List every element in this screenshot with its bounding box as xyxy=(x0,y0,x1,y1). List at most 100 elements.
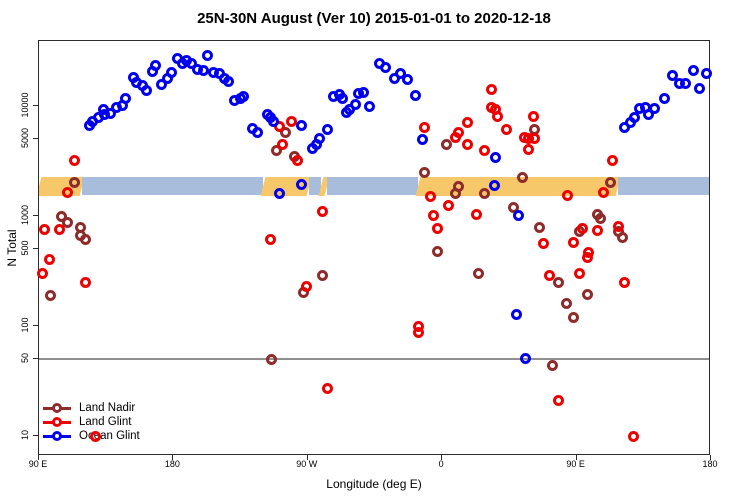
data-point-land-nadir xyxy=(547,359,559,371)
y-axis-label: N Total xyxy=(5,229,19,267)
data-point-ocean-glint xyxy=(336,93,348,105)
data-point-ocean-glint xyxy=(149,60,161,72)
data-point-land-glint xyxy=(54,223,66,235)
legend-label: Land Nadir xyxy=(79,402,136,414)
data-point-ocean-glint xyxy=(120,92,132,104)
legend: Land Nadir Land Glint Ocean Glint xyxy=(43,401,140,443)
data-point-ocean-glint xyxy=(197,65,209,77)
data-point-ocean-glint xyxy=(680,78,692,90)
x-tick-label: 90 E xyxy=(28,459,48,469)
data-point-land-glint xyxy=(39,224,51,236)
data-point-land-glint xyxy=(618,276,630,288)
y-tick-label: 5000 xyxy=(20,128,30,149)
data-point-ocean-glint xyxy=(141,84,153,96)
data-point-land-glint xyxy=(462,116,474,128)
data-point-land-glint xyxy=(300,280,312,292)
y-tick-label: 50 xyxy=(20,353,30,364)
reference-line-50 xyxy=(39,358,709,361)
data-point-land-glint xyxy=(321,383,333,395)
y-tick-mark xyxy=(33,138,38,140)
data-point-land-glint xyxy=(79,276,91,288)
data-point-land-nadir xyxy=(605,177,617,189)
data-point-ocean-glint xyxy=(251,126,263,138)
data-point-land-glint xyxy=(424,191,436,203)
y-tick-mark xyxy=(33,435,38,436)
y-tick-label: 1000 xyxy=(20,204,30,226)
data-point-land-glint xyxy=(581,251,593,263)
y-tick-label: 10 xyxy=(20,429,30,441)
data-point-land-glint xyxy=(36,268,48,280)
y-tick-label: 500 xyxy=(20,240,30,256)
data-point-land-glint xyxy=(529,132,541,144)
data-point-ocean-glint xyxy=(642,108,654,120)
data-point-ocean-glint xyxy=(687,64,699,76)
data-point-land-glint xyxy=(568,237,580,249)
y-tick-mark xyxy=(33,215,38,216)
y-tick-label: 100 xyxy=(20,317,30,333)
data-point-land-glint xyxy=(485,84,497,96)
data-point-land-nadir xyxy=(517,171,529,183)
reference-bands xyxy=(39,41,709,454)
data-point-ocean-glint xyxy=(520,352,532,364)
band-segment-blue xyxy=(618,177,709,196)
legend-marker-land-glint xyxy=(43,416,71,427)
data-point-land-glint xyxy=(491,111,503,123)
data-point-land-nadir xyxy=(568,311,580,323)
legend-item-land-nadir: Land Nadir xyxy=(43,401,140,415)
data-point-land-glint xyxy=(538,238,550,250)
data-point-land-glint xyxy=(317,205,329,217)
legend-label: Ocean Glint xyxy=(79,430,140,442)
data-point-land-nadir xyxy=(617,231,629,243)
data-point-land-nadir xyxy=(594,213,606,225)
data-point-ocean-glint xyxy=(296,119,308,131)
data-point-land-glint xyxy=(69,154,81,166)
data-point-land-glint xyxy=(577,222,589,234)
data-point-ocean-glint xyxy=(402,74,414,86)
band-segment-blue xyxy=(82,177,263,196)
data-point-land-glint xyxy=(276,138,288,150)
data-point-land-glint xyxy=(544,269,556,281)
data-point-land-nadir xyxy=(432,246,444,258)
x-tick-mark xyxy=(441,455,443,460)
data-point-land-nadir xyxy=(450,188,462,200)
x-tick-label: 180 xyxy=(164,459,180,469)
data-point-land-glint xyxy=(442,200,454,212)
data-point-land-glint xyxy=(61,186,73,198)
data-point-land-glint xyxy=(478,145,490,157)
data-point-ocean-glint xyxy=(666,70,678,82)
data-point-ocean-glint xyxy=(363,101,375,113)
data-point-land-nadir xyxy=(61,216,73,228)
y-tick-mark xyxy=(33,325,38,326)
data-point-ocean-glint xyxy=(629,112,641,124)
data-point-ocean-glint xyxy=(357,87,369,99)
circle-marker-icon xyxy=(52,430,62,441)
data-point-ocean-glint xyxy=(185,58,197,70)
x-tick-mark xyxy=(172,455,174,460)
data-point-ocean-glint xyxy=(155,78,167,90)
band-segment-blue xyxy=(327,177,419,196)
data-point-land-nadir xyxy=(553,276,565,288)
data-point-land-glint xyxy=(553,395,565,407)
data-point-land-glint xyxy=(592,224,603,236)
x-tick-label: 180 xyxy=(702,459,718,469)
x-tick-mark xyxy=(306,455,308,460)
band-segment-blue xyxy=(309,177,322,196)
y-tick-mark xyxy=(33,248,38,250)
data-point-ocean-glint xyxy=(648,103,660,115)
data-point-land-glint xyxy=(264,234,276,246)
y-tick-mark xyxy=(33,105,38,106)
data-point-ocean-glint xyxy=(321,124,333,136)
data-point-ocean-glint xyxy=(701,68,713,80)
data-point-land-glint xyxy=(612,220,624,232)
data-point-ocean-glint xyxy=(394,68,406,80)
data-point-ocean-glint xyxy=(105,108,117,120)
data-point-land-glint xyxy=(273,121,285,133)
data-point-land-glint xyxy=(462,138,474,150)
data-point-ocean-glint xyxy=(166,67,178,79)
data-point-land-glint xyxy=(597,187,609,199)
data-point-land-nadir xyxy=(472,268,484,280)
data-point-land-glint xyxy=(627,430,639,442)
data-point-land-nadir xyxy=(441,138,453,150)
data-point-land-glint xyxy=(527,111,539,123)
